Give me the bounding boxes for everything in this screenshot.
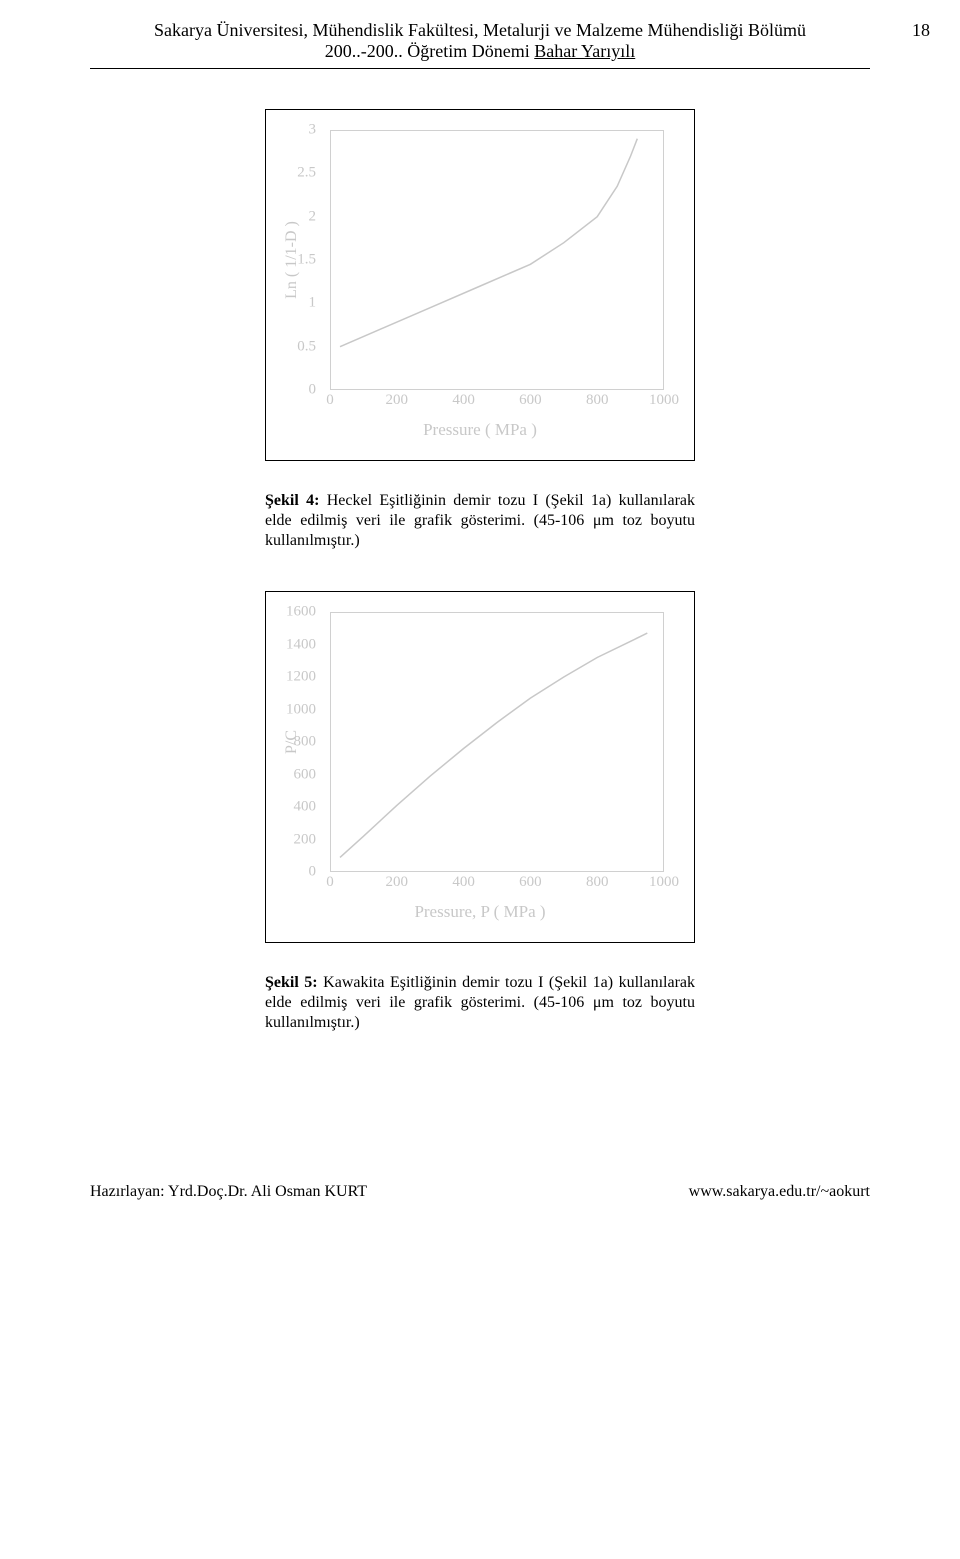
- chart1-curve: [330, 130, 664, 390]
- chart2-x-axis-label: Pressure, P ( MPa ): [286, 902, 674, 922]
- x-tick-label: 800: [586, 392, 609, 409]
- y-tick-label: 1000: [286, 701, 316, 718]
- caption1-bold: Şekil 4:: [265, 492, 319, 509]
- x-tick-label: 200: [386, 392, 409, 409]
- y-tick-label: 1200: [286, 669, 316, 686]
- chart1-y-ticks: 00.511.522.53: [320, 130, 330, 390]
- page-header: Sakarya Üniversitesi, Mühendislik Fakült…: [90, 20, 870, 62]
- x-tick-label: 0: [326, 874, 334, 891]
- y-tick-label: 400: [294, 799, 317, 816]
- footer-right: www.sakarya.edu.tr/~aokurt: [689, 1183, 870, 1201]
- header-line1: Sakarya Üniversitesi, Mühendislik Fakült…: [90, 20, 870, 41]
- figure-4-chart: Ln ( 1/1-D ) 00.511.522.53 0200400600800…: [265, 109, 695, 461]
- chart1-x-axis-label: Pressure ( MPa ): [286, 420, 674, 440]
- chart2-y-ticks: 02004006008001000120014001600: [320, 612, 330, 872]
- caption2-bold: Şekil 5:: [265, 974, 318, 991]
- figure-5-caption: Şekil 5: Kawakita Eşitliğinin demir tozu…: [265, 973, 695, 1033]
- y-tick-label: 1600: [286, 604, 316, 621]
- figure-5-chart: P/C 02004006008001000120014001600 020040…: [265, 591, 695, 943]
- x-tick-label: 400: [452, 392, 475, 409]
- chart2-curve: [330, 612, 664, 872]
- y-tick-label: 600: [294, 766, 317, 783]
- chart1-x-ticks: 02004006008001000: [330, 392, 664, 412]
- y-tick-label: 1: [309, 295, 317, 312]
- figure-4-caption: Şekil 4: Heckel Eşitliğinin demir tozu I…: [265, 491, 695, 551]
- y-tick-label: 1.5: [297, 252, 316, 269]
- footer-left: Hazırlayan: Yrd.Doç.Dr. Ali Osman KURT: [90, 1183, 367, 1201]
- x-tick-label: 600: [519, 874, 542, 891]
- x-tick-label: 0: [326, 392, 334, 409]
- y-tick-label: 1400: [286, 636, 316, 653]
- header-line2: 200..-200.. Öğretim Dönemi Bahar Yarıyıl…: [90, 41, 870, 62]
- x-tick-label: 200: [386, 874, 409, 891]
- y-tick-label: 0: [309, 382, 317, 399]
- x-tick-label: 1000: [649, 392, 679, 409]
- x-tick-label: 800: [586, 874, 609, 891]
- caption1-text: Heckel Eşitliğinin demir tozu I (Şekil 1…: [265, 492, 695, 549]
- header-line2-underline: Bahar Yarıyılı: [534, 41, 635, 61]
- x-tick-label: 600: [519, 392, 542, 409]
- y-tick-label: 800: [294, 734, 317, 751]
- y-tick-label: 0: [309, 864, 317, 881]
- y-tick-label: 3: [309, 122, 317, 139]
- caption2-text: Kawakita Eşitliğinin demir tozu I (Şekil…: [265, 974, 695, 1031]
- page-number: 18: [912, 20, 930, 41]
- y-tick-label: 2.5: [297, 165, 316, 182]
- page-footer: Hazırlayan: Yrd.Doç.Dr. Ali Osman KURT w…: [90, 1183, 870, 1201]
- y-tick-label: 200: [294, 831, 317, 848]
- header-line2-prefix: 200..-200.. Öğretim Dönemi: [325, 41, 534, 61]
- y-tick-label: 0.5: [297, 338, 316, 355]
- header-divider: [90, 68, 870, 69]
- x-tick-label: 1000: [649, 874, 679, 891]
- y-tick-label: 2: [309, 208, 317, 225]
- x-tick-label: 400: [452, 874, 475, 891]
- chart2-x-ticks: 02004006008001000: [330, 874, 664, 894]
